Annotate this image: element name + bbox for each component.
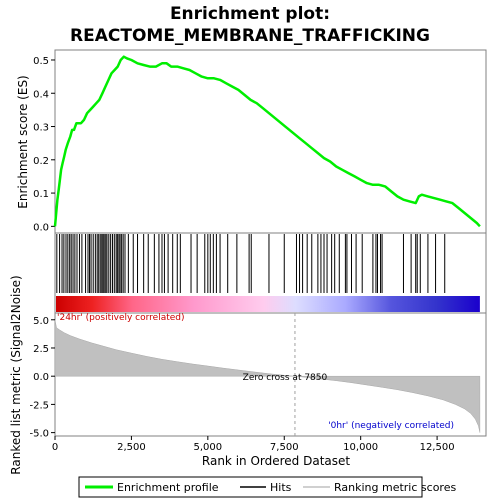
ranked-list-colorbar <box>56 296 480 312</box>
es-panel: 0.0 0.1 0.2 0.3 0.4 0.5 Enrichment score (ES) <box>16 49 487 234</box>
metric-y-tick-label: -2.5 <box>29 400 49 411</box>
metric-area-layer <box>54 319 481 433</box>
chart-title-line1: Enrichment plot: <box>170 4 330 24</box>
x-axis-label: Rank in Ordered Dataset <box>202 454 350 468</box>
hits-layer <box>56 234 446 293</box>
es-y-tick-label: 0.1 <box>33 189 49 200</box>
x-tick-label: 5,000 <box>194 442 223 453</box>
x-tick-label: 0 <box>52 442 58 453</box>
es-y-axis-label: Enrichment score (ES) <box>16 75 30 208</box>
metric-y-tick-label: 2.5 <box>33 344 49 355</box>
legend-label-hits: Hits <box>270 481 292 494</box>
x-tick-label: 10,000 <box>343 442 378 453</box>
metric-y-tick-label: -5.0 <box>29 429 49 440</box>
es-y-tick-label: 0.2 <box>33 156 49 167</box>
zero-cross-label: Zero cross at 7850 <box>243 373 328 383</box>
positive-correlation-label: '24hr' (positively correlated) <box>57 313 185 323</box>
es-line-layer <box>53 55 481 228</box>
metric-y-tick-label: 5.0 <box>33 316 49 327</box>
metric-x-axis: 0 2,500 5,000 7,500 10,000 12,500 <box>52 436 455 453</box>
ranking-metric-area <box>54 319 481 433</box>
metric-y-axis: 5.0 2.5 0.0 -2.5 -5.0 <box>29 316 55 440</box>
es-y-tick-label: 0.3 <box>33 123 49 134</box>
ranked-list-colorbar-fill <box>56 296 480 312</box>
es-y-tick-label: 0.4 <box>33 89 49 100</box>
metric-y-axis-label: Ranked list metric (Signal2Noise) <box>9 275 23 474</box>
enrichment-profile-line <box>53 55 481 228</box>
x-tick-label: 7,500 <box>270 442 299 453</box>
legend: Enrichment profile Hits Ranking metric s… <box>78 476 456 498</box>
x-tick-label: 2,500 <box>117 442 146 453</box>
legend-label-enrichment: Enrichment profile <box>117 481 219 494</box>
metric-y-tick-label: 0.0 <box>33 372 49 383</box>
es-y-tick-label: 0.5 <box>33 56 49 67</box>
es-y-axis: 0.0 0.1 0.2 0.3 0.4 0.5 <box>33 56 55 233</box>
chart-title-line2: REACTOME_MEMBRANE_TRAFFICKING <box>70 26 430 46</box>
x-tick-label: 12,500 <box>420 442 455 453</box>
negative-correlation-label: '0hr' (negatively correlated) <box>328 421 454 431</box>
metric-panel: 5.0 2.5 0.0 -2.5 -5.0 0 2,500 5,000 7,500 10,000… <box>9 275 487 475</box>
hits-panel <box>54 232 487 314</box>
legend-label-metric: Ranking metric scores <box>334 481 456 494</box>
es-plot-frame <box>54 49 487 234</box>
es-y-tick-label: 0.0 <box>33 222 49 233</box>
